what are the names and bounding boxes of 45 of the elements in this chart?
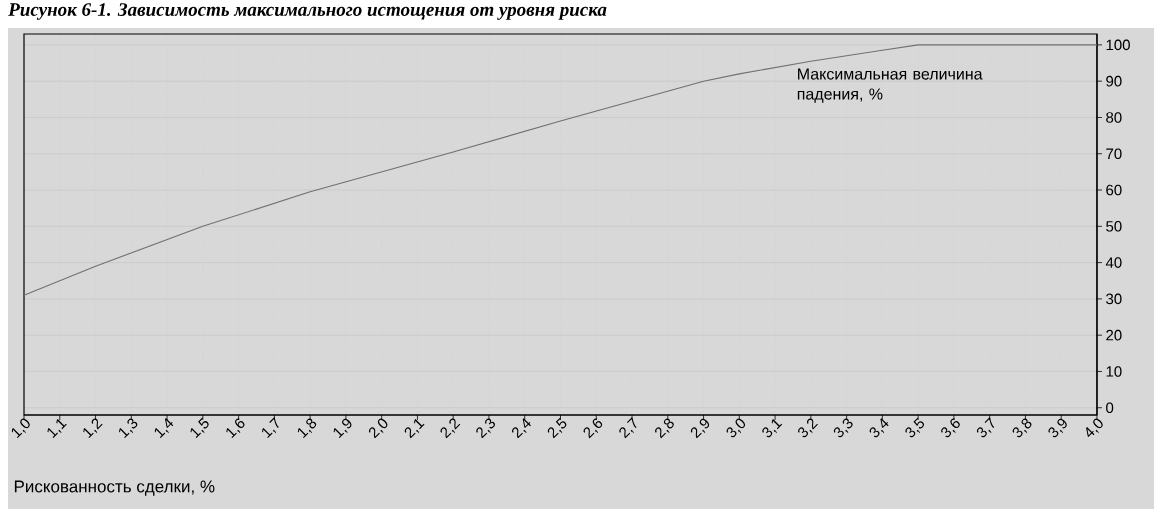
y-tick-label: 90 (1106, 75, 1122, 87)
x-tick-label: 2,1 (404, 419, 425, 439)
x-tick-label: 2,6 (583, 418, 603, 439)
x-tick-label: 3,3 (833, 418, 853, 438)
x-tick-label: 1,3 (119, 418, 138, 439)
x-tick-label: 2,7 (619, 417, 637, 439)
y-tick-label: 70 (1106, 148, 1122, 160)
x-tick-label: 4,0 (1086, 418, 1103, 437)
x-tick-label: 1,8 (297, 418, 317, 439)
x-tick-label: 1,1 (47, 419, 67, 438)
y-tick-label: 80 (1106, 112, 1122, 123)
x-tick-label: 3,4 (869, 418, 889, 438)
y-tick-label: 30 (1106, 293, 1122, 305)
x-tick-label: 2,5 (547, 417, 567, 439)
x-tick-label: 2,8 (655, 418, 674, 439)
x-tick-label: 3,8 (1012, 418, 1032, 438)
x-tick-label: 2,4 (511, 418, 531, 439)
y-tick-label: 20 (1106, 329, 1122, 341)
chart-title: Рисунок 6-1. Зависимость максимального истощения от уровня риска (8, 3, 607, 20)
x-axis-title: Рискованность сделки, % (14, 480, 215, 496)
y-tick-label: 60 (1106, 184, 1122, 196)
x-tick-label: 3,6 (941, 418, 960, 438)
y-tick-label: 10 (1106, 366, 1122, 377)
x-tick-label: 2,3 (476, 418, 495, 439)
y-tick-label: 40 (1105, 257, 1122, 268)
x-tick-label: 1,7 (262, 417, 279, 438)
x-tick-label: 3,9 (1048, 418, 1067, 438)
x-tick-label: 1,0 (11, 418, 30, 439)
x-tick-label: 1,9 (333, 418, 352, 439)
x-tick-label: 3,2 (798, 418, 818, 438)
x-tick-label: 3,5 (905, 417, 925, 438)
x-tick-label: 3,7 (976, 417, 995, 438)
x-tick-label: 3,0 (726, 418, 746, 438)
x-tick-label: 1,6 (226, 418, 245, 439)
y-tick-label: 0 (1106, 402, 1114, 414)
y-tick-label: 50 (1106, 221, 1122, 232)
x-tick-label: 3,1 (762, 419, 783, 438)
y-tick-label: 100 (1106, 39, 1130, 51)
x-tick-label: 1,5 (190, 417, 209, 438)
x-tick-label: 2,0 (368, 418, 388, 439)
x-tick-label: 1,4 (154, 418, 174, 438)
x-tick-label: 1,2 (83, 418, 103, 439)
x-tick-label: 2,2 (440, 418, 461, 439)
x-tick-label: 2,9 (690, 418, 710, 439)
y-axis-title: Максимальная величина падения, % (797, 68, 983, 103)
